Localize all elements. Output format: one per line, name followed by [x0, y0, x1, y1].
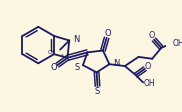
Text: OH: OH [173, 39, 182, 48]
Text: O: O [145, 61, 151, 71]
Text: N: N [73, 35, 79, 44]
Text: O: O [148, 31, 155, 40]
Text: CH: CH [48, 50, 56, 55]
Text: O: O [50, 63, 57, 72]
Text: S: S [74, 63, 79, 72]
Text: N: N [113, 59, 119, 68]
Text: 3: 3 [61, 54, 64, 58]
Text: OH: OH [144, 79, 155, 88]
Text: O: O [104, 29, 111, 38]
Text: S: S [95, 87, 100, 96]
